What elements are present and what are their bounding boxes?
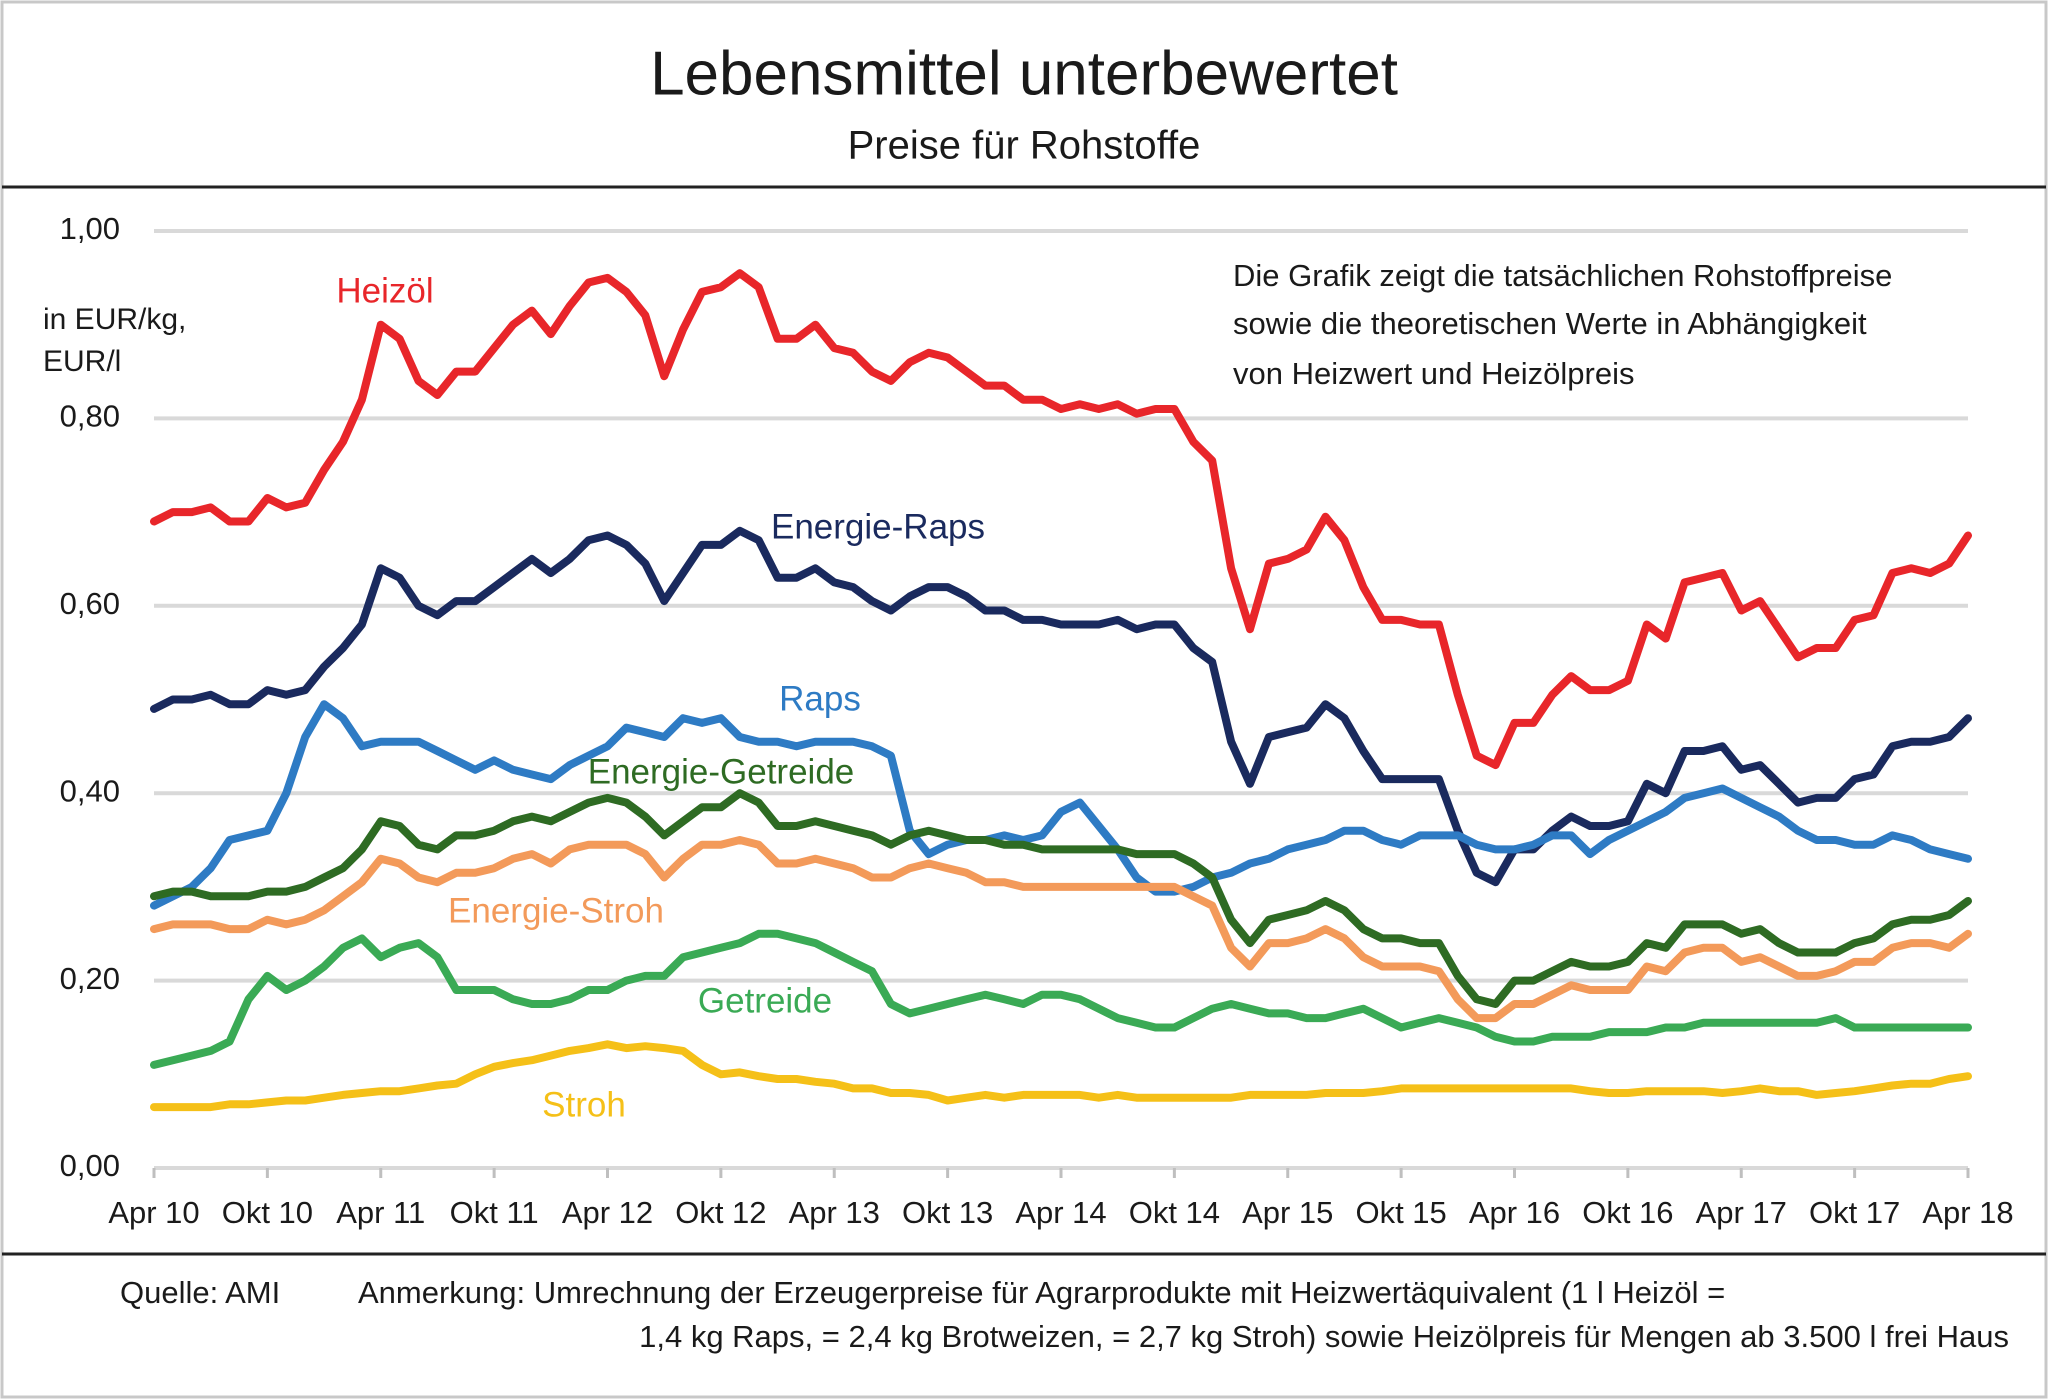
annotation: Die Grafik zeigt die tatsächlichen Rohst… bbox=[1233, 258, 1892, 293]
y-tick-label: 1,00 bbox=[60, 211, 120, 246]
x-tick-label: Apr 17 bbox=[1696, 1195, 1787, 1230]
y-axis-label: in EUR/kg, bbox=[43, 303, 186, 336]
y-axis-label: EUR/l bbox=[43, 345, 121, 378]
x-tick-label: Apr 12 bbox=[562, 1195, 653, 1230]
x-tick-label: Okt 15 bbox=[1355, 1195, 1446, 1230]
source: Quelle: AMI bbox=[120, 1275, 280, 1310]
series-label: Getreide bbox=[698, 981, 832, 1020]
x-tick-label: Okt 11 bbox=[450, 1195, 539, 1230]
y-tick-label: 0,00 bbox=[60, 1148, 120, 1183]
y-tick-label: 0,80 bbox=[60, 399, 120, 434]
annotation: sowie die theoretischen Werte in Abhängi… bbox=[1233, 306, 1867, 341]
chart-subtitle: Preise für Rohstoffe bbox=[848, 124, 1201, 168]
annotation: von Heizwert und Heizölpreis bbox=[1233, 356, 1634, 391]
x-tick-label: Okt 10 bbox=[222, 1195, 313, 1230]
x-tick-label: Apr 18 bbox=[1922, 1195, 2013, 1230]
series-line bbox=[150, 526, 1972, 887]
series-line bbox=[150, 929, 1972, 1069]
series-line bbox=[150, 836, 1972, 1023]
y-tick-label: 0,60 bbox=[60, 586, 120, 621]
series-label: Heizöl bbox=[336, 271, 433, 310]
x-tick-label: Apr 14 bbox=[1015, 1195, 1106, 1230]
note: Anmerkung: Umrechnung der Erzeugerpreise… bbox=[358, 1275, 1725, 1310]
series-label: Energie-Stroh bbox=[448, 891, 664, 930]
series-line bbox=[150, 269, 1972, 770]
x-tick-label: Apr 11 bbox=[336, 1195, 425, 1230]
series-label: Energie-Raps bbox=[771, 507, 985, 546]
y-tick-label: 0,20 bbox=[60, 961, 120, 996]
x-tick-label: Apr 15 bbox=[1242, 1195, 1333, 1230]
series-label: Energie-Getreide bbox=[588, 752, 855, 791]
series-line bbox=[150, 789, 1972, 1008]
x-tick-label: Okt 13 bbox=[902, 1195, 993, 1230]
series-label: Stroh bbox=[542, 1085, 626, 1124]
x-tick-label: Apr 10 bbox=[108, 1195, 199, 1230]
series-line bbox=[150, 1040, 1972, 1112]
x-tick-label: Apr 16 bbox=[1469, 1195, 1560, 1230]
x-tick-label: Okt 17 bbox=[1809, 1195, 1900, 1230]
series-line bbox=[150, 700, 1972, 910]
series-label: Raps bbox=[779, 679, 861, 718]
x-tick-label: Apr 13 bbox=[789, 1195, 880, 1230]
y-tick-label: 0,40 bbox=[60, 773, 120, 808]
note: 1,4 kg Raps, = 2,4 kg Brotweizen, = 2,7 … bbox=[639, 1319, 2009, 1354]
x-tick-label: Okt 14 bbox=[1129, 1195, 1220, 1230]
x-tick-label: Okt 16 bbox=[1582, 1195, 1673, 1230]
x-tick-label: Okt 12 bbox=[675, 1195, 766, 1230]
chart-title: Lebensmittel unterbewertet bbox=[650, 39, 1398, 108]
